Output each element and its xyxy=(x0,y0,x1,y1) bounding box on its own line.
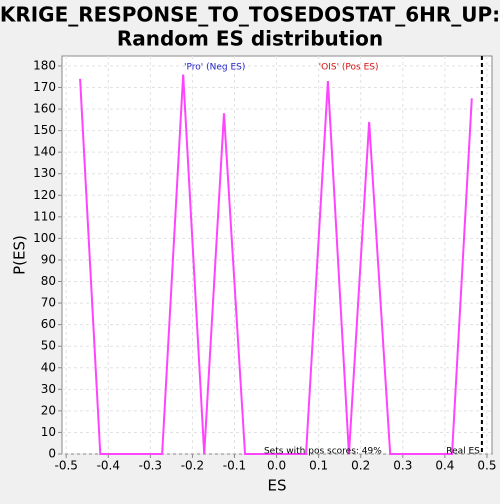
y-tick-label: 150 xyxy=(33,123,56,137)
y-tick-label: 80 xyxy=(41,274,56,288)
chart-title: Random ES distribution xyxy=(117,27,383,51)
x-tick-label: 0.5 xyxy=(477,459,496,473)
y-tick-label: 130 xyxy=(33,166,56,180)
y-tick-label: 110 xyxy=(33,209,56,223)
y-tick-label: 100 xyxy=(33,231,56,245)
y-tick-label: 10 xyxy=(41,425,56,439)
y-tick-label: 20 xyxy=(41,403,56,417)
y-tick-label: 60 xyxy=(41,317,56,331)
x-axis-label: ES xyxy=(268,477,287,495)
es-line xyxy=(79,74,473,455)
y-tick-label: 70 xyxy=(41,296,56,310)
x-tick-label: 0.0 xyxy=(267,459,286,473)
y-tick-label: 180 xyxy=(33,58,56,72)
x-tick-label: -0.1 xyxy=(223,459,246,473)
y-axis-label: P(ES) xyxy=(11,235,29,275)
x-tick-label: -0.3 xyxy=(139,459,162,473)
x-tick-label: 0.3 xyxy=(393,459,412,473)
x-tick-label: 0.2 xyxy=(351,459,370,473)
y-tick-label: 40 xyxy=(41,360,56,374)
x-tick-label: 0.1 xyxy=(309,459,328,473)
x-tick-label: 0.4 xyxy=(435,459,454,473)
y-tick-label: 170 xyxy=(33,80,56,94)
y-tick-label: 120 xyxy=(33,188,56,202)
y-tick-label: 0 xyxy=(48,447,56,461)
x-tick-label: -0.2 xyxy=(181,459,204,473)
chart-title: KRIGE_RESPONSE_TO_TOSEDOSTAT_6HR_UP: xyxy=(0,3,500,27)
annotation: 'OIS' (Pos ES) xyxy=(319,63,379,73)
annotation: Sets with pos scores: 49% xyxy=(264,447,382,457)
y-tick-label: 50 xyxy=(41,339,56,353)
x-tick-label: -0.4 xyxy=(97,459,120,473)
annotation: 'Pro' (Neg ES) xyxy=(184,63,245,73)
y-tick-label: 30 xyxy=(41,382,56,396)
real-es-label: Real ES xyxy=(446,447,480,457)
y-tick-label: 140 xyxy=(33,145,56,159)
x-tick-label: -0.5 xyxy=(54,459,77,473)
y-tick-label: 90 xyxy=(41,252,56,266)
y-tick-label: 160 xyxy=(33,102,56,116)
